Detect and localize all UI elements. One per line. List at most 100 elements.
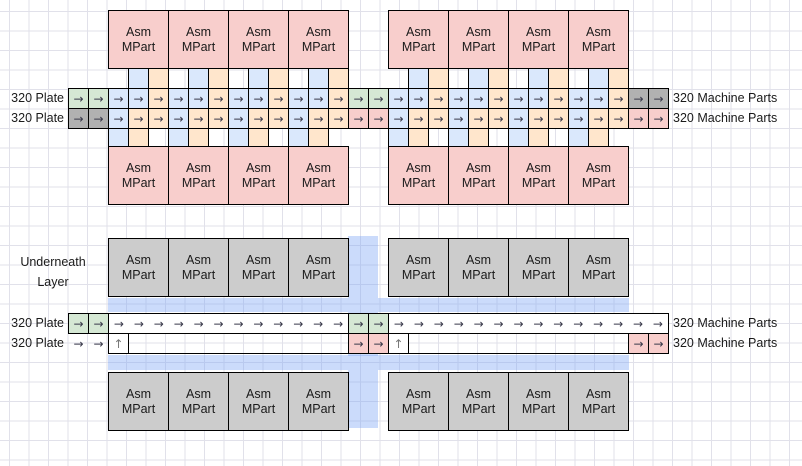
asm-mpart-box-under-bottom[interactable]: Asm MPart [568,372,629,431]
cell-flow[interactable]: → [428,108,449,129]
plate-label[interactable]: 320 Plate [11,111,64,125]
cell-flow[interactable]: → [488,88,509,109]
riser-blue[interactable] [408,68,429,89]
cell-flow[interactable]: → [208,88,229,109]
cell-plate-in[interactable]: → [68,88,89,109]
asm-mpart-box-bottom[interactable]: Asm MPart [228,146,289,205]
cell-flow[interactable]: → [148,108,169,129]
underneath-layer-label[interactable]: Underneath Layer [6,253,100,292]
asm-mpart-box-top[interactable]: Asm MPart [168,10,229,69]
cell-flow[interactable]: → [548,108,569,129]
asm-mpart-box-bottom[interactable]: Asm MPart [288,146,349,205]
riser-blue[interactable] [388,128,409,147]
asm-mpart-box-under-bottom[interactable]: Asm MPart [388,372,449,431]
cell-flow[interactable]: → [288,88,309,109]
riser-orange[interactable] [548,68,569,89]
cell-flow[interactable]: → [288,108,309,129]
cell-transfer[interactable]: → [368,108,389,129]
cell-flow[interactable]: → [568,108,589,129]
cell-transfer[interactable]: → [368,333,389,354]
cell-transfer[interactable]: → [348,88,369,109]
cell-flow[interactable]: → [608,88,629,109]
asm-mpart-box-top[interactable]: Asm MPart [108,10,169,69]
riser-orange[interactable] [488,68,509,89]
cell-plate-in[interactable]: → [88,108,109,129]
cell-flow[interactable]: → [108,108,129,129]
cell-flow[interactable]: → [608,108,629,129]
up-arrow-cell[interactable]: ↑ [388,333,409,354]
asm-mpart-box-top[interactable]: Asm MPart [228,10,289,69]
blue-band-vertical[interactable] [348,236,378,298]
machine-parts-label[interactable]: 320 Machine Parts [673,316,778,330]
riser-blue[interactable] [168,128,189,147]
cell-flow[interactable]: → [388,88,409,109]
asm-mpart-box-under-top[interactable]: Asm MPart [508,238,569,297]
cell-transfer[interactable]: → [368,313,389,334]
cell-flow[interactable]: → [248,108,269,129]
cell-flow[interactable]: → [388,108,409,129]
asm-mpart-box-under-top[interactable]: Asm MPart [288,238,349,297]
riser-orange[interactable] [528,128,549,147]
asm-mpart-box-top[interactable]: Asm MPart [388,10,449,69]
riser-blue[interactable] [568,128,589,147]
cell-flow[interactable]: → [308,108,329,129]
cell-machine-out[interactable]: → [648,333,669,354]
asm-mpart-box-under-top[interactable]: Asm MPart [568,238,629,297]
cell-transfer[interactable]: → [348,108,369,129]
plate-label[interactable]: 320 Plate [11,316,64,330]
riser-blue[interactable] [308,68,329,89]
machine-parts-label[interactable]: 320 Machine Parts [673,111,778,125]
riser-orange[interactable] [188,128,209,147]
riser-blue[interactable] [248,68,269,89]
asm-mpart-box-bottom[interactable]: Asm MPart [168,146,229,205]
blue-band-horizontal[interactable] [108,298,629,312]
cell-flow[interactable]: → [448,88,469,109]
asm-mpart-box-bottom[interactable]: Asm MPart [108,146,169,205]
asm-mpart-box-under-top[interactable]: Asm MPart [228,238,289,297]
cell-flow[interactable]: → [408,108,429,129]
plate-label[interactable]: 320 Plate [11,91,64,105]
cell-flow[interactable]: → [568,88,589,109]
cell-flow[interactable]: → [428,88,449,109]
riser-blue[interactable] [228,128,249,147]
up-arrow-cell[interactable]: ↑ [108,333,129,354]
asm-mpart-box-under-top[interactable]: Asm MPart [388,238,449,297]
cell-flow[interactable]: → [448,108,469,129]
cell-flow[interactable]: → [168,88,189,109]
cell-flow[interactable]: → [228,88,249,109]
cell-flow[interactable]: → [208,108,229,129]
cell-flow[interactable]: → [308,88,329,109]
machine-parts-label[interactable]: 320 Machine Parts [673,336,778,350]
asm-mpart-box-top[interactable]: Asm MPart [568,10,629,69]
cell-flow[interactable]: → [528,88,549,109]
cell-flow[interactable]: → [188,88,209,109]
cell-flow[interactable]: → [248,88,269,109]
blue-band-vertical[interactable] [348,370,378,428]
riser-orange[interactable] [468,128,489,147]
cell-flow[interactable]: → [408,88,429,109]
asm-mpart-box-top[interactable]: Asm MPart [288,10,349,69]
riser-orange[interactable] [248,128,269,147]
riser-blue[interactable] [588,68,609,89]
riser-orange[interactable] [208,68,229,89]
cell-transfer[interactable]: → [348,313,369,334]
plate-label[interactable]: 320 Plate [11,336,64,350]
riser-blue[interactable] [448,128,469,147]
cell-machine-out[interactable]: → [648,108,669,129]
riser-orange[interactable] [268,68,289,89]
riser-orange[interactable] [608,68,629,89]
riser-blue[interactable] [528,68,549,89]
riser-orange[interactable] [128,128,149,147]
riser-blue[interactable] [288,128,309,147]
cell-flow[interactable]: → [468,108,489,129]
asm-mpart-box-under-bottom[interactable]: Asm MPart [228,372,289,431]
asm-mpart-box-under-bottom[interactable]: Asm MPart [448,372,509,431]
cell-flow[interactable]: → [508,88,529,109]
riser-orange[interactable] [148,68,169,89]
asm-mpart-box-under-bottom[interactable]: Asm MPart [508,372,569,431]
cell-flow[interactable]: → [528,108,549,129]
cell-flow[interactable]: → [328,88,349,109]
empty-tray[interactable] [408,333,629,354]
riser-orange[interactable] [408,128,429,147]
